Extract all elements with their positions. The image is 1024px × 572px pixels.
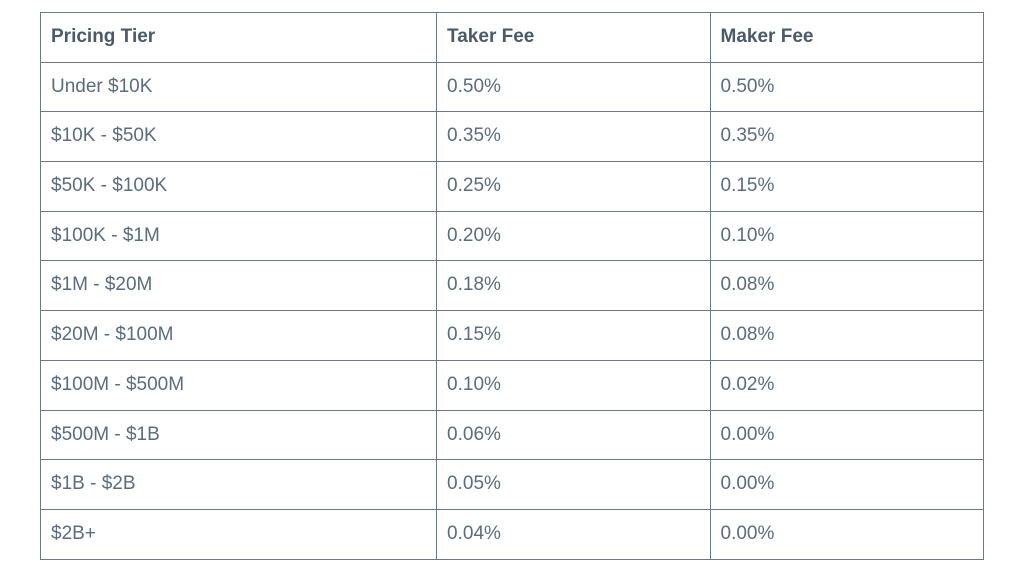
cell-taker: 0.15% [437,311,710,361]
pricing-fee-table: Pricing Tier Taker Fee Maker Fee Under $… [40,12,984,560]
cell-maker: 0.02% [710,360,983,410]
cell-taker: 0.05% [437,460,710,510]
cell-taker: 0.10% [437,360,710,410]
cell-maker: 0.00% [710,509,983,559]
cell-tier: $2B+ [41,509,437,559]
cell-tier: Under $10K [41,62,437,112]
cell-maker: 0.15% [710,162,983,212]
table-header-row: Pricing Tier Taker Fee Maker Fee [41,13,984,63]
cell-taker: 0.25% [437,162,710,212]
col-header-maker-fee: Maker Fee [710,13,983,63]
cell-taker: 0.20% [437,211,710,261]
table-row: $100K - $1M 0.20% 0.10% [41,211,984,261]
cell-tier: $1M - $20M [41,261,437,311]
table-row: $1M - $20M 0.18% 0.08% [41,261,984,311]
cell-taker: 0.04% [437,509,710,559]
table-row: $50K - $100K 0.25% 0.15% [41,162,984,212]
cell-tier: $20M - $100M [41,311,437,361]
cell-tier: $500M - $1B [41,410,437,460]
cell-maker: 0.08% [710,261,983,311]
table-row: $10K - $50K 0.35% 0.35% [41,112,984,162]
table-row: $100M - $500M 0.10% 0.02% [41,360,984,410]
cell-tier: $1B - $2B [41,460,437,510]
table-row: $1B - $2B 0.05% 0.00% [41,460,984,510]
table-row: $2B+ 0.04% 0.00% [41,509,984,559]
cell-taker: 0.06% [437,410,710,460]
cell-tier: $50K - $100K [41,162,437,212]
table-row: Under $10K 0.50% 0.50% [41,62,984,112]
cell-taker: 0.50% [437,62,710,112]
col-header-pricing-tier: Pricing Tier [41,13,437,63]
cell-maker: 0.00% [710,410,983,460]
cell-taker: 0.35% [437,112,710,162]
cell-taker: 0.18% [437,261,710,311]
cell-maker: 0.10% [710,211,983,261]
cell-tier: $10K - $50K [41,112,437,162]
cell-tier: $100M - $500M [41,360,437,410]
cell-tier: $100K - $1M [41,211,437,261]
cell-maker: 0.08% [710,311,983,361]
table-row: $20M - $100M 0.15% 0.08% [41,311,984,361]
table-row: $500M - $1B 0.06% 0.00% [41,410,984,460]
cell-maker: 0.00% [710,460,983,510]
cell-maker: 0.35% [710,112,983,162]
col-header-taker-fee: Taker Fee [437,13,710,63]
cell-maker: 0.50% [710,62,983,112]
